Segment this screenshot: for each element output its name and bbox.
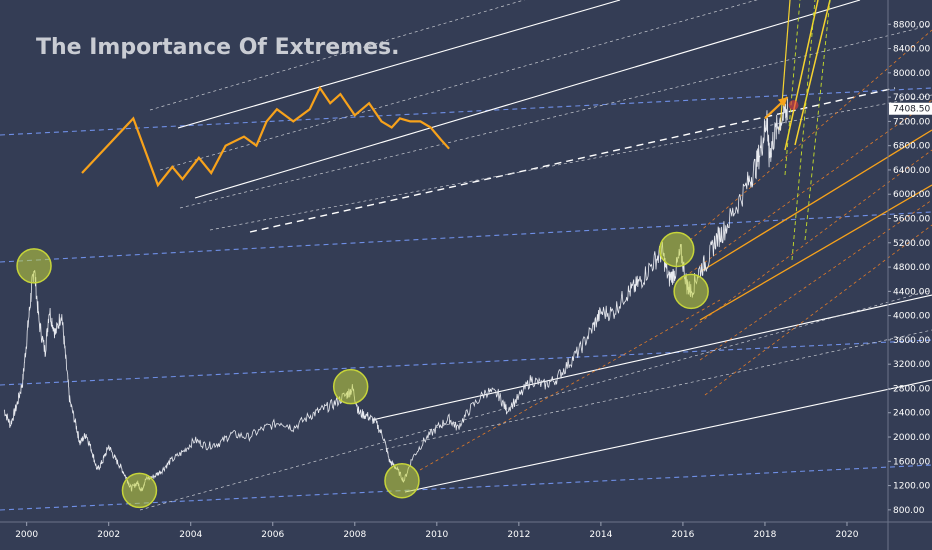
trend-line-10 <box>159 0 758 171</box>
y-tick-label-3: 7600.00 <box>893 93 930 103</box>
x-tick-label-2: 2004 <box>179 530 202 540</box>
x-tick-label-3: 2006 <box>261 530 284 540</box>
extreme-circle-4 <box>659 231 695 268</box>
top-marker-dot <box>788 100 799 111</box>
y-tick-label-17: 2000.00 <box>893 433 930 443</box>
trend-line-12 <box>209 94 932 231</box>
extreme-circle-5 <box>673 273 709 310</box>
x-tick-label-8: 2016 <box>671 530 694 540</box>
y-tick-label-6: 6400.00 <box>893 166 930 176</box>
trend-line-8 <box>249 87 896 233</box>
y-tick-label-5: 6800.00 <box>893 142 930 152</box>
trend-line-3 <box>0 464 932 511</box>
extreme-circle-1 <box>121 472 158 509</box>
fractal-schematic <box>81 85 799 188</box>
current-price-box <box>889 102 932 115</box>
extreme-circle-0 <box>16 248 52 284</box>
trend-lines <box>0 0 932 511</box>
x-tick-label-7: 2014 <box>589 530 612 540</box>
fractal-zigzag <box>81 85 450 188</box>
y-tick-label-19: 1200.00 <box>893 482 930 492</box>
extreme-markers <box>16 231 709 509</box>
trend-line-24 <box>794 0 831 146</box>
trend-line-6 <box>177 0 621 129</box>
extreme-circle-3 <box>384 462 420 499</box>
chart-title: The Importance Of Extremes. <box>36 35 399 60</box>
y-tick-label-10: 4800.00 <box>893 263 930 273</box>
y-tick-label-15: 2800.00 <box>893 384 930 394</box>
trend-line-0 <box>0 211 932 263</box>
x-tick-label-1: 2002 <box>97 530 120 540</box>
trend-line-23 <box>784 0 819 151</box>
trend-line-2 <box>0 339 932 386</box>
y-tick-label-9: 5200.00 <box>893 239 930 249</box>
x-tick-label-0: 2000 <box>15 530 38 540</box>
trend-line-16 <box>699 184 932 321</box>
y-tick-label-20: 800.00 <box>893 506 925 516</box>
y-tick-label-0: 8800.00 <box>893 20 930 30</box>
y-tick-label-1: 8400.00 <box>893 45 930 55</box>
x-tick-label-4: 2008 <box>343 530 366 540</box>
trend-line-28 <box>784 0 801 176</box>
trend-line-20 <box>704 224 932 396</box>
trend-line-4 <box>371 294 932 421</box>
trend-line-17 <box>679 99 932 281</box>
x-tick-label-9: 2018 <box>753 530 776 540</box>
trend-line-25 <box>779 0 791 131</box>
y-tick-label-18: 1600.00 <box>893 457 930 467</box>
trend-line-19 <box>699 199 932 361</box>
trend-line-18 <box>689 149 932 331</box>
y-tick-label-8: 5600.00 <box>893 215 930 225</box>
extreme-circle-2 <box>332 368 369 405</box>
tops-arrow-head <box>777 97 788 107</box>
current-price-label: 7408.50 <box>893 105 930 115</box>
y-tick-label-14: 3200.00 <box>893 360 930 370</box>
x-tick-label-5: 2010 <box>425 530 448 540</box>
y-tick-label-12: 4000.00 <box>893 312 930 322</box>
trend-line-11 <box>179 24 932 209</box>
trend-line-1 <box>0 87 932 136</box>
trend-line-7 <box>194 0 861 199</box>
trend-line-26 <box>791 0 816 261</box>
y-tick-label-2: 8000.00 <box>893 69 930 79</box>
y-tick-label-4: 7200.00 <box>893 117 930 127</box>
trend-line-14 <box>379 329 932 451</box>
trend-line-5 <box>404 379 932 493</box>
y-tick-label-16: 2400.00 <box>893 409 930 419</box>
y-tick-label-7: 6000.00 <box>893 190 930 200</box>
trend-line-13 <box>139 289 932 511</box>
x-tick-label-10: 2020 <box>836 530 859 540</box>
trend-line-27 <box>804 0 831 241</box>
trend-line-15 <box>699 129 932 273</box>
x-tick-label-6: 2012 <box>507 530 530 540</box>
y-tick-label-13: 3600.00 <box>893 336 930 346</box>
y-tick-label-11: 4400.00 <box>893 287 930 297</box>
